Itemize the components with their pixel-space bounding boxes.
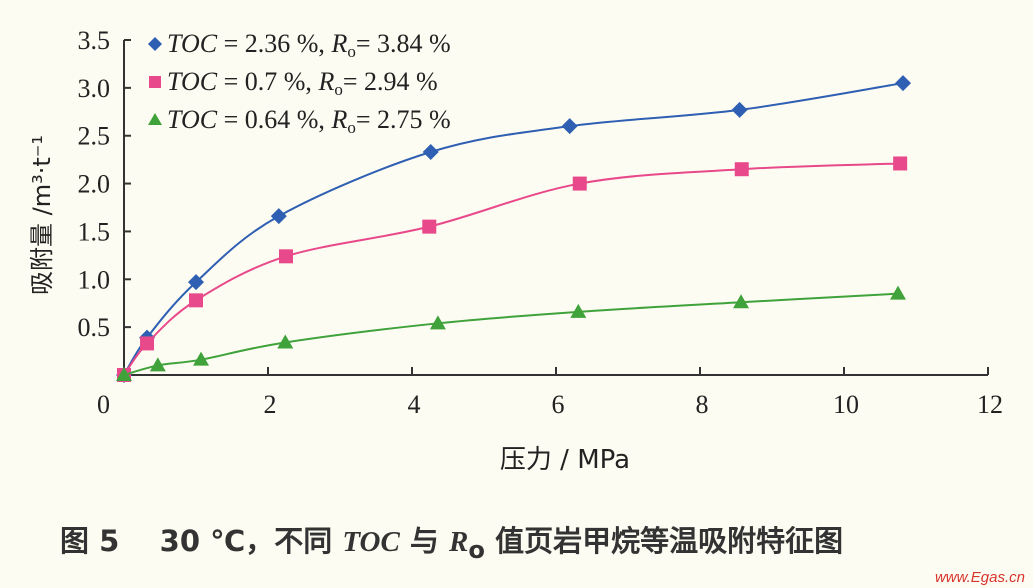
x-tick-label: 10 (833, 390, 859, 419)
caption-text: 与 (399, 524, 450, 558)
data-point-2 (572, 176, 587, 191)
legend-marker-3 (148, 113, 162, 125)
x-axis-label: 压力 / MPa (500, 445, 630, 475)
legend-entry-3: TOC = 0.64 %, Ro= 2.75 % (167, 105, 451, 137)
data-point-2 (422, 219, 437, 234)
caption-ro: R (449, 526, 469, 558)
y-tick-label: 1.0 (78, 265, 111, 294)
y-tick-label: 2.0 (78, 170, 111, 199)
data-point-3 (570, 303, 587, 318)
y-tick-label: 2.5 (78, 122, 111, 151)
data-point-3 (429, 315, 446, 330)
data-point-3 (149, 357, 166, 372)
caption-ro-sub: o (468, 535, 485, 564)
origin-label: 0 (97, 390, 110, 419)
caption-figure-number: 图 5 (60, 524, 120, 558)
y-tick-label: 1.5 (78, 217, 111, 246)
caption-text: 值页岩甲烷等温吸附特征图 (484, 524, 844, 558)
data-point-2 (140, 336, 155, 351)
data-point-3 (116, 367, 132, 381)
figure-caption: 图 5 30 ℃，不同 TOC 与 Ro 值页岩甲烷等温吸附特征图 (60, 518, 1000, 564)
x-tick-label: 2 (264, 390, 277, 419)
data-point-1 (895, 75, 912, 92)
caption-toc: TOC (342, 526, 400, 558)
watermark: www.Egas.cn (934, 569, 1025, 586)
data-point-1 (188, 274, 204, 291)
legend-entry-2: TOC = 0.7 %, Ro= 2.94 % (167, 67, 438, 99)
chart-svg: 0.5 1.0 1.5 2.0 2.5 3.0 3.5 0 2 4 6 8 10 12 压力 / MPa 吸附… (28, 26, 1003, 475)
legend-entry-1: TOC = 2.36 %, Ro= 3.84 % (167, 29, 451, 61)
y-tick-label: 0.5 (78, 313, 111, 342)
y-tick-label: 3.5 (78, 26, 111, 55)
data-point-3 (277, 334, 294, 349)
data-point-1 (270, 208, 287, 225)
data-point-2 (893, 156, 908, 171)
x-tick-label: 8 (696, 390, 709, 419)
series-line-3 (123, 292, 899, 376)
data-point-3 (890, 285, 906, 300)
data-point-1 (561, 118, 578, 135)
series-line-2 (123, 162, 901, 376)
x-tick-label: 4 (408, 390, 421, 419)
x-tick-label: 12 (977, 390, 1003, 419)
legend-marker-2 (149, 76, 161, 88)
data-point-3 (733, 294, 750, 309)
x-tick-label: 6 (552, 390, 565, 419)
data-point-1 (422, 143, 439, 160)
caption-text: 30 ℃，不同 (159, 524, 343, 558)
data-point-2 (189, 293, 203, 308)
legend-marker-1 (148, 37, 162, 51)
data-point-2 (279, 249, 293, 264)
data-point-3 (193, 351, 210, 366)
y-tick-label: 3.0 (78, 74, 111, 103)
data-point-2 (734, 162, 749, 177)
y-axis-label: 吸附量 /m³·t⁻¹ (28, 135, 56, 295)
data-point-1 (731, 101, 748, 118)
